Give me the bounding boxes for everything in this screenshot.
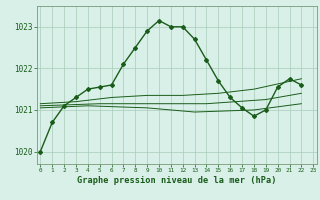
X-axis label: Graphe pression niveau de la mer (hPa): Graphe pression niveau de la mer (hPa) bbox=[77, 176, 276, 185]
